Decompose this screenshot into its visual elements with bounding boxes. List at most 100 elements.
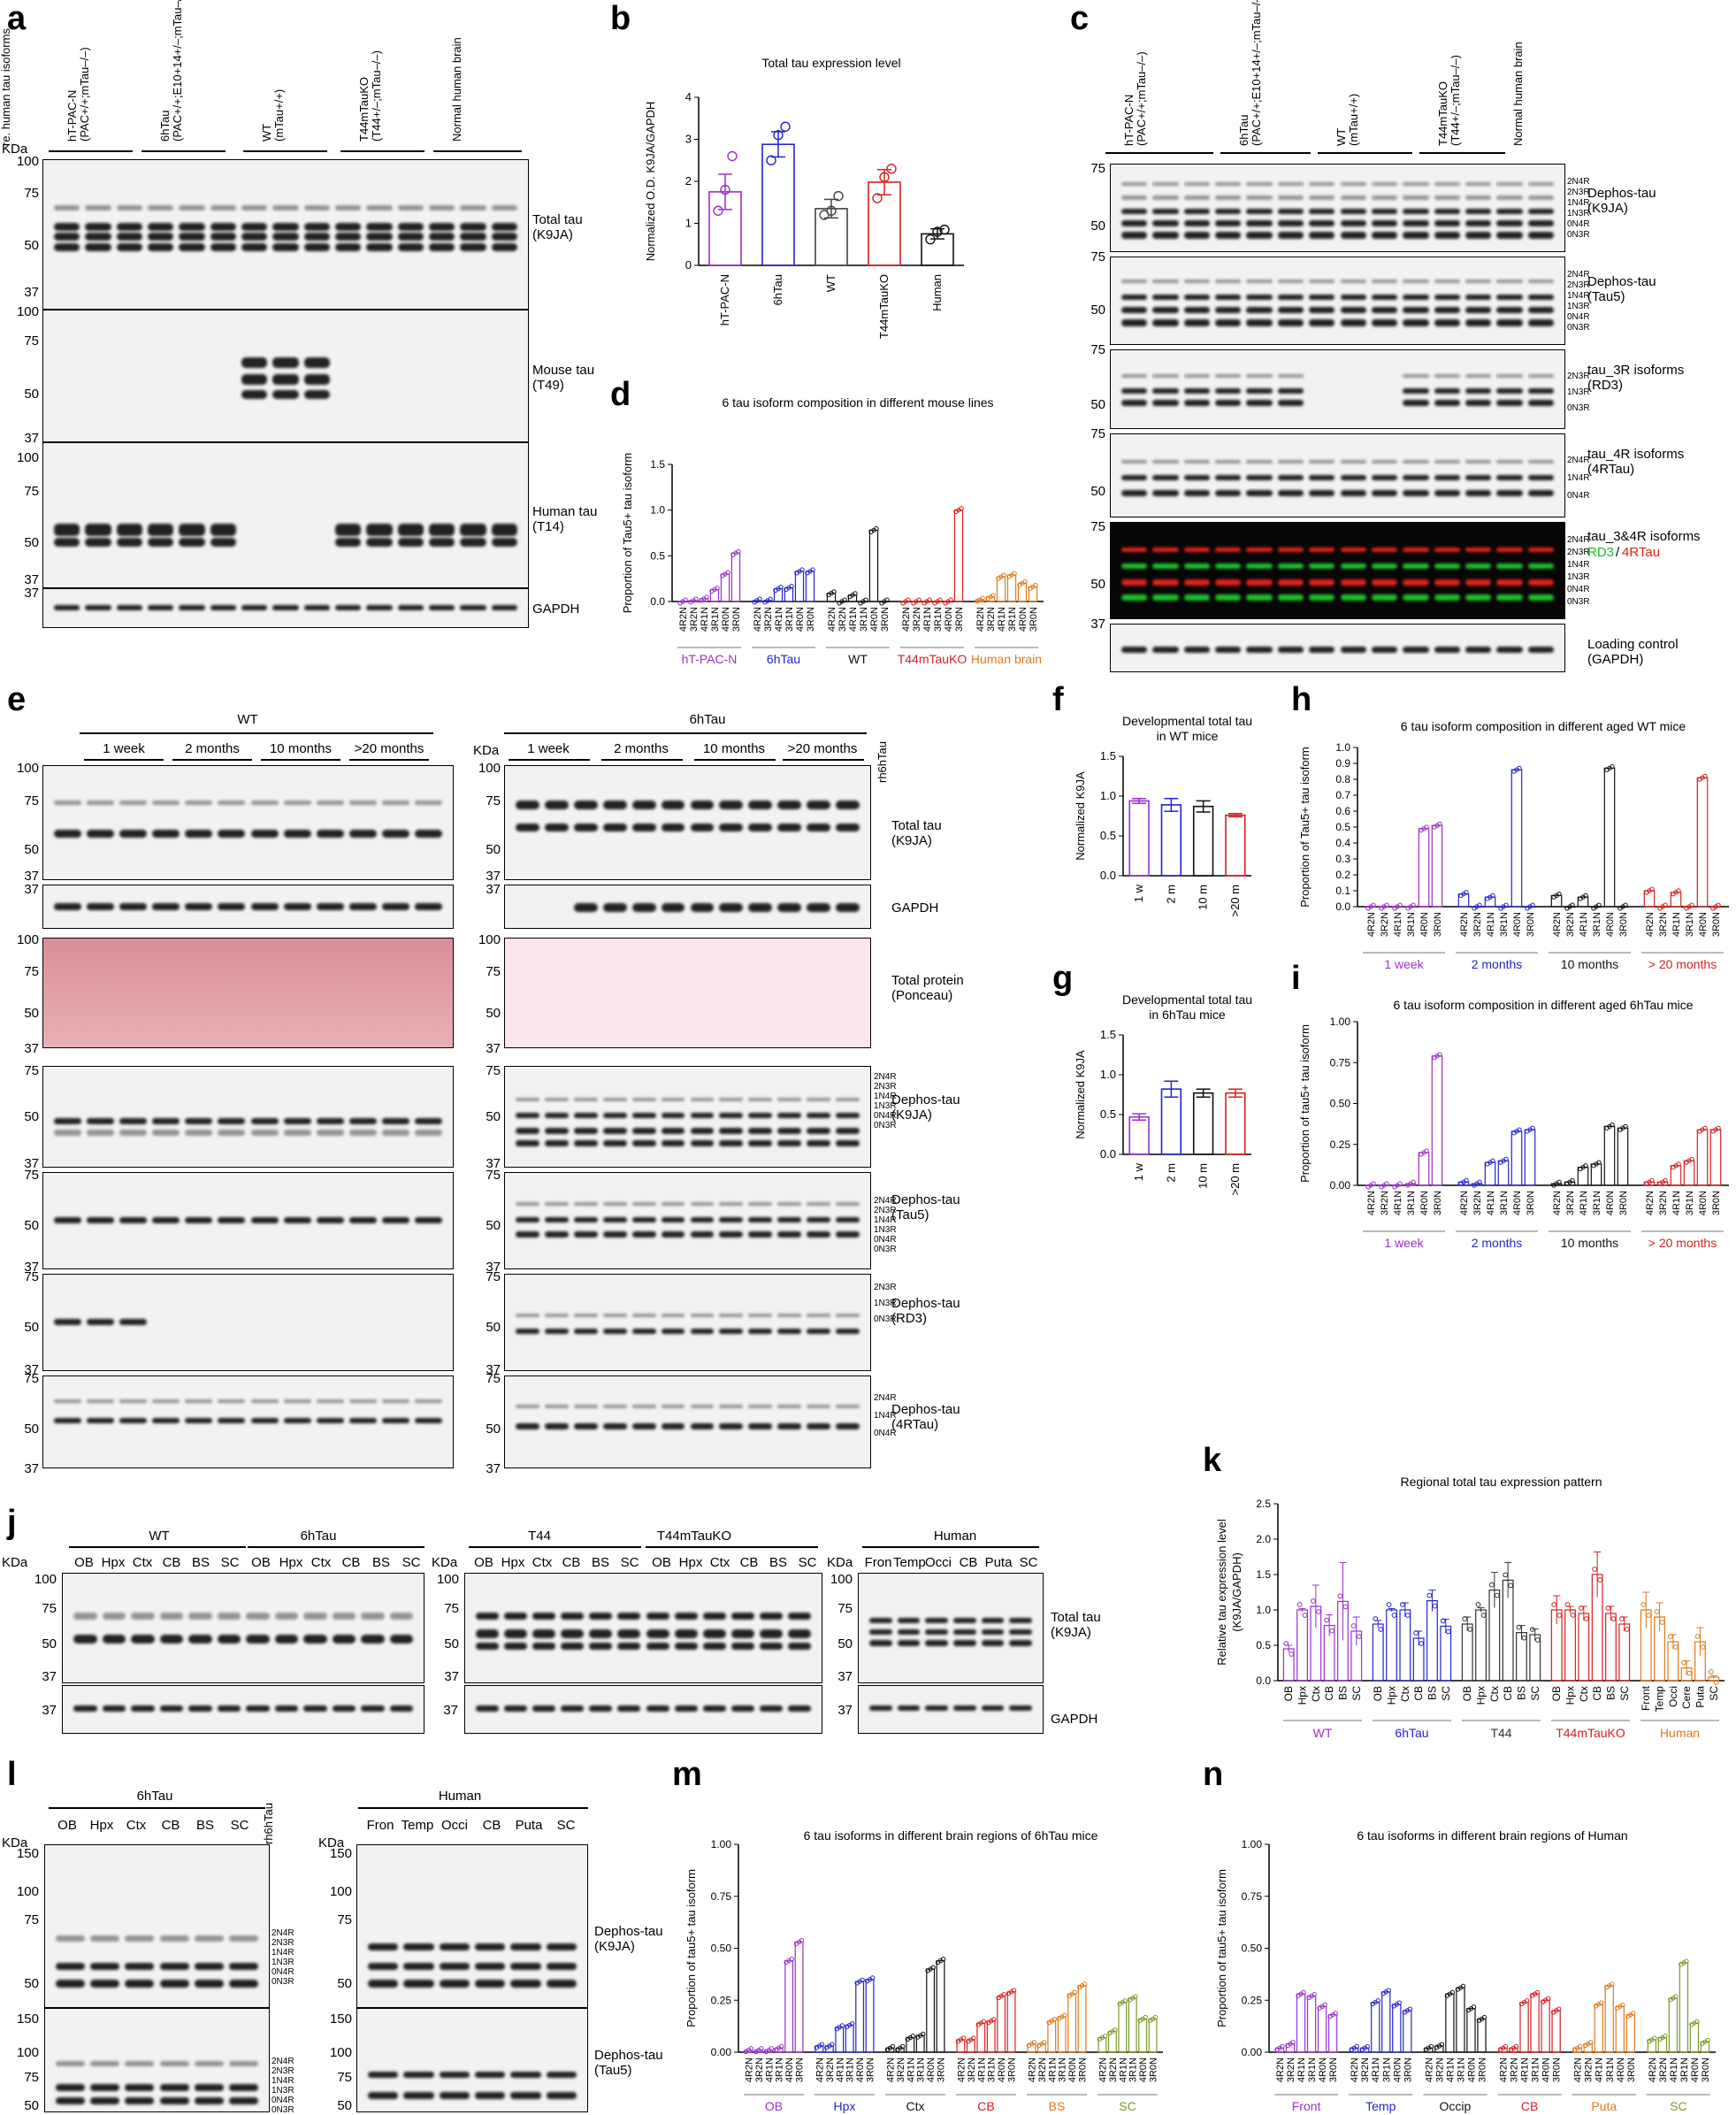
panel-l-iso-label: 1N3R	[271, 2086, 294, 2096]
band	[510, 1979, 541, 1988]
x-tick-label: 3R2N	[986, 607, 997, 632]
x-tick-label: 4R1N	[1579, 1191, 1589, 1215]
band	[836, 903, 860, 912]
band	[1496, 220, 1523, 226]
panel-c-marker: 75	[1090, 161, 1105, 176]
x-tick-label: 1 w	[1132, 884, 1145, 902]
panel-j-region: OB	[74, 1555, 94, 1570]
data-point	[939, 224, 950, 235]
band	[1121, 195, 1148, 200]
band	[748, 801, 773, 809]
panel-e-marker-e-r-2: 37	[486, 1260, 501, 1275]
data-point	[768, 596, 773, 602]
x-tick-label: SC	[1618, 1686, 1631, 1701]
data-point	[1477, 1179, 1482, 1185]
band	[73, 1612, 97, 1620]
band	[1277, 459, 1304, 464]
band	[690, 824, 715, 831]
band	[777, 1112, 802, 1118]
band	[179, 605, 205, 610]
band	[1215, 388, 1242, 395]
data-point	[1289, 1651, 1295, 1657]
band	[1403, 547, 1429, 552]
panel-e-iso4r-label: 0N4R	[874, 1429, 897, 1438]
band	[1183, 307, 1211, 313]
band	[1371, 307, 1398, 313]
panel-j-marker-gapdh: 37	[42, 1703, 57, 1718]
x-tick-label: 3R0N	[731, 607, 742, 632]
data-point	[789, 1957, 794, 1962]
band	[1465, 489, 1492, 496]
data-point	[1072, 1989, 1077, 1996]
data-point	[1556, 2006, 1562, 2012]
band	[1121, 374, 1148, 378]
band	[116, 232, 142, 241]
blot-e-wt-6	[42, 1376, 454, 1468]
panel-j-region: Hpx	[101, 1555, 126, 1570]
x-tick-label: 3R0N	[954, 607, 965, 632]
x-tick-label: 4R2N	[1648, 2058, 1658, 2082]
band	[631, 1097, 656, 1101]
band	[125, 1935, 155, 1942]
data-point	[1396, 2000, 1402, 2005]
band	[897, 1705, 921, 1711]
x-tick-label: 4R2N	[1645, 912, 1656, 937]
group-label: Occip	[1440, 2099, 1472, 2113]
data-point	[1102, 2034, 1108, 2039]
panel-a-blot-label: Human tau (T14)	[532, 504, 598, 534]
band	[210, 523, 236, 536]
band	[429, 242, 455, 251]
band	[1183, 182, 1211, 186]
band	[303, 232, 330, 241]
band	[1434, 388, 1460, 395]
band	[836, 1231, 860, 1238]
band	[217, 1612, 241, 1620]
band	[439, 1943, 470, 1950]
data-point	[1610, 1981, 1615, 1987]
data-point	[1432, 1603, 1438, 1609]
band	[730, 1612, 754, 1620]
band	[661, 1422, 685, 1429]
band	[1246, 474, 1273, 480]
x-tick-label: 3R2N	[1472, 1191, 1483, 1215]
band	[368, 2071, 399, 2078]
band	[476, 1628, 500, 1638]
panel-l-iso-label: 2N3R	[271, 2066, 294, 2076]
panel-c-marker: 50	[1090, 218, 1105, 234]
data-point	[1663, 902, 1668, 908]
x-tick-label: 3R0N	[806, 607, 816, 632]
data-point	[1001, 1992, 1006, 1997]
panel-j-region: SC	[620, 1555, 639, 1570]
x-tick-label: 3R2N	[1360, 2058, 1371, 2082]
band	[1465, 474, 1492, 480]
band	[516, 801, 539, 809]
panel-e-age-htau: >20 months	[787, 741, 858, 756]
band	[836, 1097, 860, 1101]
band	[368, 1943, 399, 1950]
band	[1434, 399, 1460, 406]
band	[719, 801, 744, 809]
y-axis-label: Normalized O.D. K9JA/GAPDH	[644, 102, 657, 262]
panel-j-region: CB	[739, 1555, 759, 1570]
band	[777, 1128, 802, 1134]
band	[1183, 195, 1211, 200]
band	[1434, 489, 1460, 496]
band	[283, 1216, 311, 1223]
data-point	[725, 570, 730, 575]
bar	[794, 571, 805, 602]
band	[981, 1705, 1005, 1711]
band	[87, 1130, 115, 1137]
band	[1277, 547, 1304, 552]
band	[602, 1128, 627, 1134]
bar	[1418, 828, 1430, 908]
data-point	[1113, 2027, 1118, 2033]
band	[366, 232, 393, 241]
data-point	[1283, 1641, 1289, 1646]
band	[602, 1314, 627, 1317]
x-tick-label: 4R0N	[1018, 607, 1029, 632]
band	[1246, 579, 1273, 586]
band	[159, 2097, 189, 2105]
blot-e-wt-1	[42, 885, 454, 929]
band	[1309, 280, 1335, 283]
